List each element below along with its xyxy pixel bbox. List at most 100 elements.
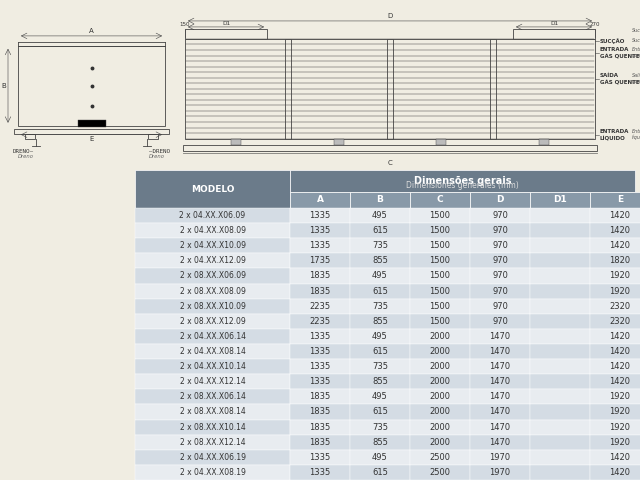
- Bar: [410, 435, 470, 450]
- Bar: [590, 344, 640, 359]
- Text: 1420: 1420: [609, 362, 630, 371]
- Text: 2000: 2000: [429, 347, 451, 356]
- Bar: [290, 329, 350, 344]
- Bar: [135, 299, 290, 314]
- Text: 2 x 08.XX.X12.09: 2 x 08.XX.X12.09: [180, 317, 245, 326]
- Text: 2 x 04.XX.X06.14: 2 x 04.XX.X06.14: [179, 332, 246, 341]
- Text: 1470: 1470: [490, 347, 511, 356]
- Bar: [18, 46, 165, 126]
- Bar: [530, 223, 590, 238]
- Text: 1335: 1335: [309, 332, 331, 341]
- Bar: [530, 374, 590, 389]
- Bar: [135, 208, 290, 223]
- Text: 2235: 2235: [309, 302, 331, 311]
- Text: 2 x 08.XX.X12.14: 2 x 08.XX.X12.14: [180, 438, 245, 447]
- Bar: [410, 208, 470, 223]
- Bar: [470, 208, 530, 223]
- Bar: [530, 299, 590, 314]
- Text: 855: 855: [372, 256, 388, 265]
- Text: ENTRADA
GÁS QUENTE: ENTRADA GÁS QUENTE: [600, 47, 639, 59]
- Text: 855: 855: [372, 317, 388, 326]
- Bar: [590, 359, 640, 374]
- Text: 1835: 1835: [309, 287, 331, 296]
- Text: 2500: 2500: [429, 453, 451, 462]
- Bar: [590, 389, 640, 405]
- Text: 1420: 1420: [609, 241, 630, 250]
- Bar: [410, 389, 470, 405]
- Bar: [590, 223, 640, 238]
- Bar: [410, 465, 470, 480]
- Bar: [470, 465, 530, 480]
- Text: A: A: [317, 195, 323, 204]
- Text: Dreno: Dreno: [149, 154, 165, 158]
- Text: 2000: 2000: [429, 438, 451, 447]
- Text: 2000: 2000: [429, 422, 451, 432]
- Bar: [530, 268, 590, 284]
- Bar: [470, 329, 530, 344]
- Bar: [285, 39, 291, 139]
- Bar: [135, 329, 290, 344]
- Bar: [350, 223, 410, 238]
- Text: 2 x 04.XX.X10.09: 2 x 04.XX.X10.09: [179, 241, 246, 250]
- Text: Dimensões gerais: Dimensões gerais: [413, 176, 511, 186]
- Text: 970: 970: [492, 272, 508, 280]
- Text: 1335: 1335: [309, 362, 331, 371]
- Bar: [350, 238, 410, 253]
- Bar: [513, 29, 595, 39]
- Bar: [350, 465, 410, 480]
- Text: 1335: 1335: [309, 226, 331, 235]
- Text: Entrada
líquido: Entrada líquido: [632, 129, 640, 140]
- Bar: [135, 314, 290, 329]
- Text: 855: 855: [372, 438, 388, 447]
- Bar: [350, 389, 410, 405]
- Bar: [350, 192, 410, 208]
- Text: SAÍDA
GÁS QUENTE: SAÍDA GÁS QUENTE: [600, 73, 639, 84]
- Bar: [135, 253, 290, 268]
- Bar: [290, 374, 350, 389]
- Bar: [530, 435, 590, 450]
- Text: 2000: 2000: [429, 392, 451, 401]
- Text: 1970: 1970: [490, 453, 511, 462]
- Text: 1335: 1335: [309, 468, 331, 477]
- Text: 2 x 04.XX.X12.09: 2 x 04.XX.X12.09: [180, 256, 245, 265]
- Bar: [290, 253, 350, 268]
- Bar: [350, 420, 410, 435]
- Text: 1335: 1335: [309, 453, 331, 462]
- Bar: [410, 238, 470, 253]
- Bar: [410, 253, 470, 268]
- Text: 1420: 1420: [609, 211, 630, 220]
- Bar: [410, 284, 470, 299]
- Bar: [350, 268, 410, 284]
- Text: 615: 615: [372, 287, 388, 296]
- Bar: [590, 374, 640, 389]
- Text: 1835: 1835: [309, 392, 331, 401]
- Text: 495: 495: [372, 453, 388, 462]
- Bar: [530, 253, 590, 268]
- Bar: [135, 359, 290, 374]
- Text: 2000: 2000: [429, 377, 451, 386]
- Bar: [290, 420, 350, 435]
- Bar: [530, 314, 590, 329]
- Bar: [539, 139, 548, 144]
- Text: 970: 970: [492, 287, 508, 296]
- Text: 1470: 1470: [490, 392, 511, 401]
- Bar: [290, 405, 350, 420]
- Bar: [135, 389, 290, 405]
- Text: 735: 735: [372, 241, 388, 250]
- Bar: [470, 344, 530, 359]
- Bar: [530, 405, 590, 420]
- Bar: [470, 238, 530, 253]
- Text: 1820: 1820: [609, 256, 630, 265]
- Text: 2 x 08.XX.X08.14: 2 x 08.XX.X08.14: [180, 408, 245, 417]
- Bar: [530, 344, 590, 359]
- Text: 2 x 08.XX.X08.09: 2 x 08.XX.X08.09: [180, 287, 245, 296]
- Text: D1: D1: [550, 21, 558, 26]
- Text: SUCÇÃO: SUCÇÃO: [600, 38, 625, 44]
- Bar: [410, 405, 470, 420]
- Text: 2235: 2235: [309, 317, 331, 326]
- Text: 150: 150: [180, 22, 190, 27]
- Bar: [530, 465, 590, 480]
- Bar: [290, 284, 350, 299]
- Bar: [350, 314, 410, 329]
- Bar: [530, 359, 590, 374]
